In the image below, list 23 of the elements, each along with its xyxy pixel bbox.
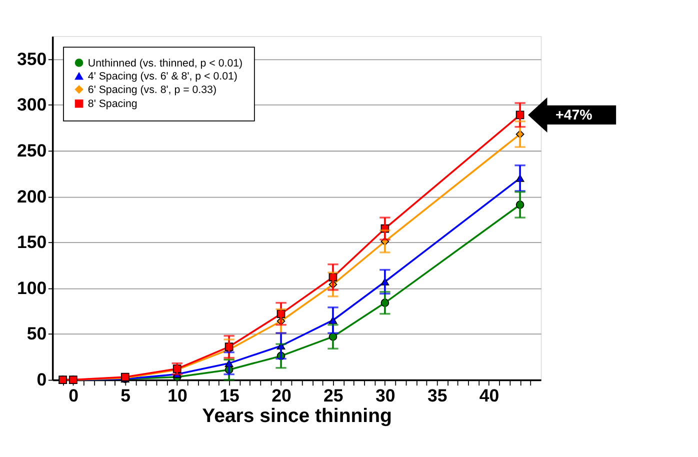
x-tick-label: 35	[427, 386, 448, 406]
y-tick-label: 200	[16, 186, 47, 206]
legend-label: Unthinned (vs. thinned, p < 0.01)	[88, 57, 243, 70]
y-tick-label: 350	[16, 48, 47, 69]
y-tick-label: 100	[16, 278, 47, 298]
x-tick-label: 40	[479, 386, 500, 406]
x-axis-title: Years since thinning	[202, 404, 392, 427]
x-tick-label: 20	[272, 386, 292, 406]
x-tick-label: 5	[120, 386, 131, 406]
y-tick-label: 0	[36, 370, 47, 390]
x-tick-label: 0	[68, 386, 79, 406]
legend-label: 6' Spacing (vs. 8', p = 0.33)	[88, 84, 216, 96]
annotation: +47%	[556, 107, 593, 124]
y-tick-label: 150	[16, 232, 47, 252]
x-tick-label: 15	[220, 386, 240, 406]
legend-label: 4' Spacing (vs. 6' & 8', p < 0.01)	[88, 70, 238, 83]
legend-label: 8' Spacing	[88, 98, 138, 110]
x-tick-label: 10	[168, 386, 188, 406]
y-tick-label: 300	[16, 94, 47, 115]
x-tick-label: 25	[324, 386, 344, 406]
y-tick-label: 50	[26, 324, 47, 344]
x-tick-label: 30	[376, 386, 396, 406]
y-tick-label: 250	[16, 140, 47, 160]
